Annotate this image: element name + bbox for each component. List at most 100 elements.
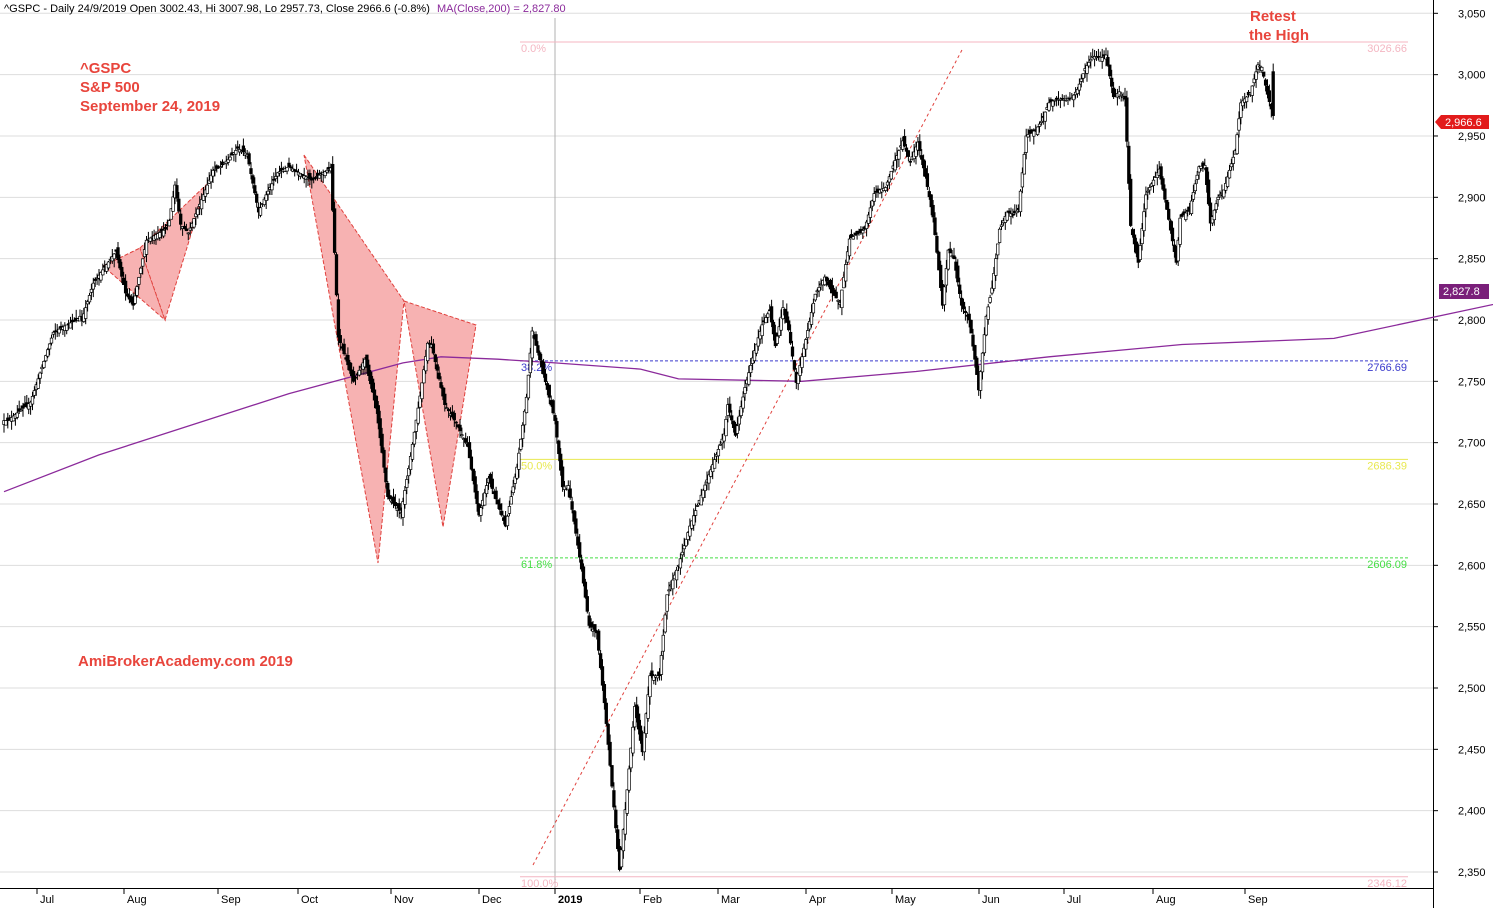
- candle-body: [959, 297, 964, 306]
- candle-body: [604, 702, 608, 724]
- svg-text:^GSPC - Daily 24/9/2019 Open 3: ^GSPC - Daily 24/9/2019 Open 3002.43, Hi…: [4, 3, 566, 15]
- candle-body: [376, 405, 380, 424]
- candle-body: [386, 482, 390, 497]
- candle-body: [1199, 165, 1203, 169]
- candle-body: [659, 655, 664, 675]
- candle-body: [790, 346, 795, 357]
- candle-body: [1125, 97, 1129, 142]
- candle-body: [712, 459, 717, 469]
- candle-body: [627, 768, 631, 791]
- fib-value-label: 2606.09: [1367, 559, 1407, 571]
- candle-body: [1127, 145, 1131, 184]
- candle-body: [967, 313, 971, 321]
- candle-body: [933, 217, 937, 235]
- candle-body: [125, 293, 130, 297]
- candle-body: [241, 145, 246, 153]
- candle-body: [1161, 178, 1165, 190]
- candle-body: [274, 176, 278, 180]
- candle-body: [1053, 99, 1057, 102]
- candle-body: [572, 510, 576, 522]
- ma-200-line: [3, 303, 1493, 493]
- candle-body: [921, 159, 926, 169]
- candle-body: [255, 193, 259, 203]
- candle-body: [1018, 190, 1023, 213]
- candle-body: [923, 168, 928, 177]
- x-tick-label: Aug: [127, 894, 147, 906]
- candle-body: [849, 234, 854, 239]
- candle-body: [807, 321, 812, 330]
- candle-body: [1208, 202, 1213, 224]
- x-tick-label: Feb: [643, 894, 662, 906]
- candle-body: [612, 790, 616, 808]
- candle-body: [547, 384, 551, 398]
- candle-body: [196, 208, 200, 216]
- candle-body: [787, 320, 791, 331]
- candle-body: [982, 334, 987, 354]
- candle-body: [393, 502, 398, 507]
- candle-body: [678, 558, 683, 569]
- candle-body: [1037, 123, 1042, 127]
- candle-body: [557, 440, 561, 455]
- candle-body: [1085, 65, 1089, 74]
- candle-body: [908, 160, 912, 163]
- candle-body: [866, 214, 871, 224]
- candle-body: [519, 438, 523, 450]
- candle-body: [1077, 83, 1082, 91]
- candle-body: [1051, 100, 1055, 107]
- watermark-label: AmiBrokerAcademy.com 2019: [78, 653, 293, 670]
- candle-body: [828, 279, 833, 290]
- candle-body: [1106, 57, 1110, 66]
- candle-body: [443, 393, 447, 405]
- candle-body: [397, 503, 401, 511]
- candle-body: [815, 290, 819, 293]
- candle-body: [483, 492, 487, 506]
- candle-body: [598, 653, 603, 669]
- candle-body: [973, 345, 977, 360]
- x-tick-label: Apr: [809, 894, 826, 906]
- fibonacci-levels: 0.0% 3026.66 38.2% 2766.69 50.0% 2686.39 61.8%…: [520, 41, 1408, 890]
- candle-body: [1144, 194, 1148, 210]
- candle-body: [410, 443, 415, 460]
- candle-body: [842, 276, 846, 289]
- candle-body: [631, 726, 635, 754]
- candle-body: [538, 352, 542, 360]
- candle-body: [1087, 62, 1091, 67]
- candle-body: [1047, 102, 1051, 111]
- candle-body: [1081, 73, 1085, 79]
- candle-body: [1227, 169, 1232, 179]
- candle-body: [1007, 210, 1011, 214]
- candle-body: [684, 538, 688, 547]
- candle-body: [737, 415, 741, 425]
- candle-body: [589, 622, 593, 628]
- candle-body: [357, 369, 361, 376]
- candle-body: [391, 496, 396, 504]
- candle-body: [730, 415, 734, 421]
- candle-body: [441, 387, 445, 397]
- candle-body: [133, 295, 137, 304]
- candle-body: [454, 421, 458, 424]
- candle-body: [1043, 111, 1047, 122]
- x-tick-label: Jun: [982, 894, 1000, 906]
- candle-body: [496, 499, 500, 505]
- candle-body: [851, 236, 855, 240]
- candle-body: [401, 501, 405, 518]
- candle-body: [902, 136, 907, 147]
- candle-body: [652, 675, 656, 681]
- candle-body: [663, 614, 667, 633]
- candle-body: [925, 173, 930, 187]
- x-tick-label: Nov: [394, 894, 414, 906]
- candle-body: [68, 322, 73, 329]
- candle-body: [275, 172, 280, 177]
- candle-body: [264, 194, 268, 201]
- candle-body: [1250, 85, 1254, 96]
- candle-body: [199, 199, 204, 210]
- candle-body: [179, 213, 183, 225]
- candle-body: [682, 545, 686, 550]
- y-tick-label: 2,800: [1458, 315, 1486, 327]
- candle-body: [490, 478, 494, 489]
- candle-body: [644, 713, 648, 735]
- candle-body: [1119, 93, 1123, 96]
- candle-body: [331, 164, 335, 211]
- candle-body: [942, 286, 947, 306]
- candle-body: [695, 505, 700, 507]
